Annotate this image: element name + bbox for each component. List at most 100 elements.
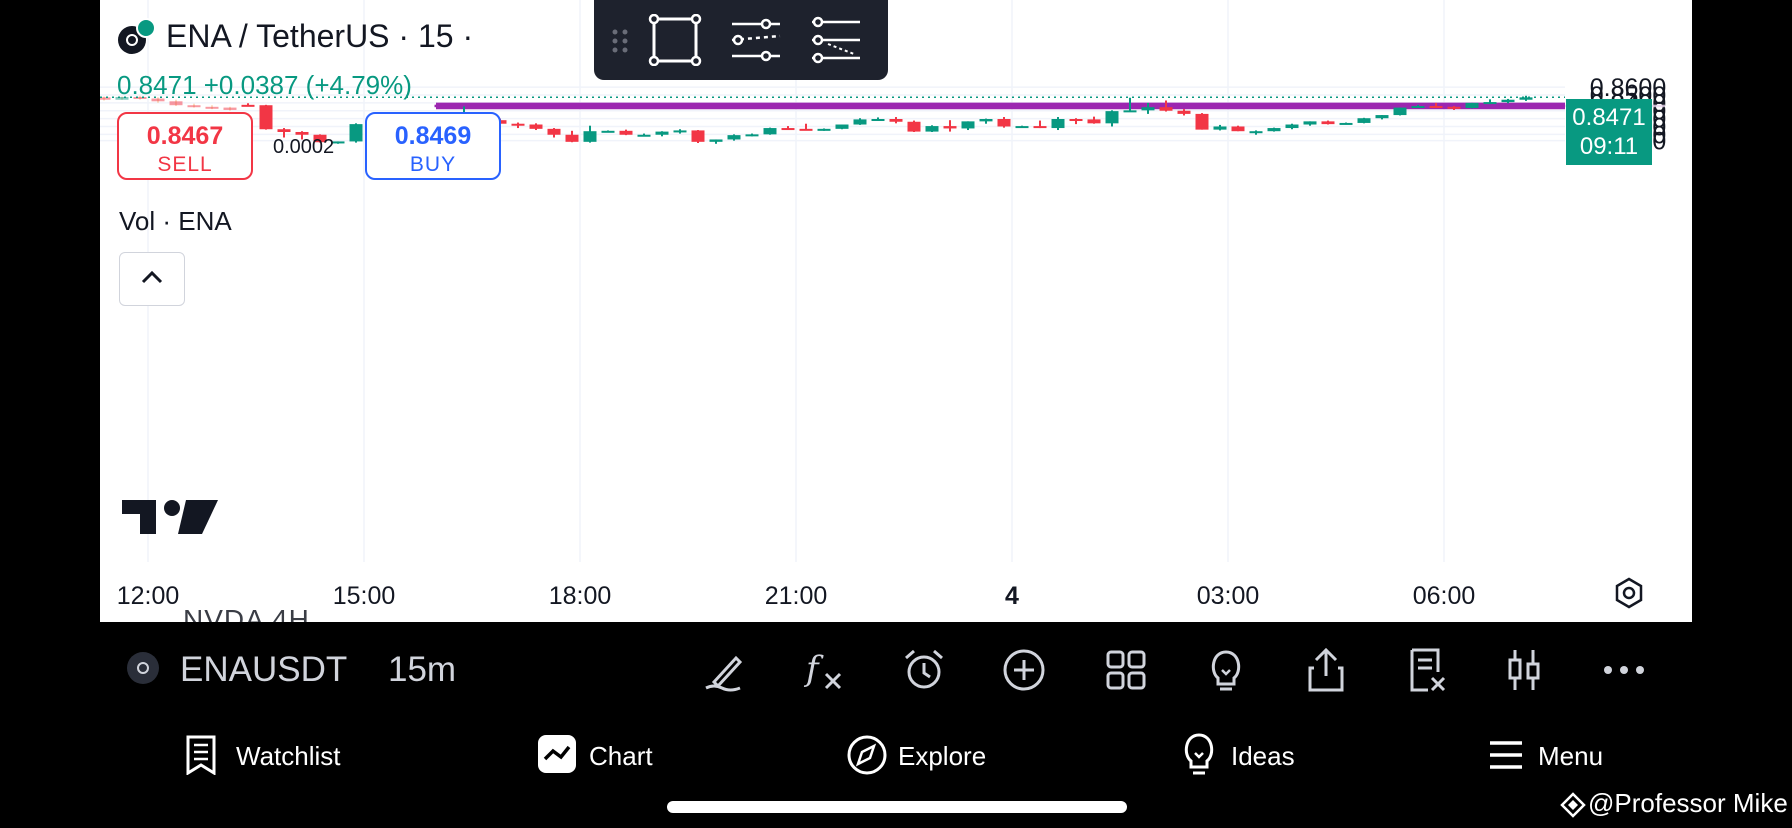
candle-body (853, 119, 867, 125)
candle-body (1447, 106, 1461, 109)
candle-body (1375, 115, 1389, 119)
x-axis-tick-label: 18:00 (549, 582, 612, 610)
add-icon[interactable] (1000, 646, 1048, 694)
candle-body (691, 130, 705, 142)
symbol-logo-icon (127, 652, 159, 684)
price-chart[interactable]: 12:00 15:00 18:00 21:00 4 03:00 06:000.86000.8… (100, 0, 1692, 622)
svg-text:f: f (803, 649, 824, 689)
candle-body (1501, 99, 1515, 103)
tab-menu-label: Menu (1538, 741, 1604, 771)
candle-body (1177, 110, 1191, 114)
candle-body (1465, 102, 1479, 108)
candle-body (1105, 111, 1119, 124)
candle-body (907, 121, 921, 132)
draw-icon[interactable] (700, 646, 748, 694)
tradingview-logo (122, 500, 218, 534)
interval-selector[interactable]: 15m (388, 650, 457, 689)
candle-body (1015, 126, 1029, 129)
candle-body (727, 135, 741, 140)
x-axis-tick-label: 15:00 (333, 582, 396, 610)
candle-body (1321, 121, 1335, 125)
symbol-selector[interactable]: ENAUSDT (180, 650, 348, 689)
x-axis-tick-label: 12:00 (117, 582, 180, 610)
candle-body (817, 128, 831, 131)
watermark: @Professor Mike (1560, 788, 1788, 819)
candle-body (169, 101, 183, 106)
sell-price: 0.8467 (146, 122, 224, 150)
settings-lines-tool-icon[interactable] (808, 14, 864, 66)
candle-body (655, 131, 669, 135)
chevron-up-icon (141, 270, 163, 284)
candle-body (925, 126, 939, 132)
lightbulb-icon (1184, 733, 1214, 775)
share-icon[interactable] (1302, 646, 1350, 694)
tab-watchlist-label: Watchlist (236, 741, 341, 771)
candle-body (709, 139, 723, 142)
layout-icon[interactable] (1102, 646, 1150, 694)
candle-body (943, 126, 957, 129)
candle-body (1195, 113, 1209, 130)
candle-body (187, 105, 201, 108)
binance-square-icon (1560, 792, 1586, 818)
candle-body (1393, 107, 1407, 116)
tab-chart-label: Chart (589, 741, 653, 771)
tab-ideas-label: Ideas (1231, 741, 1295, 771)
candle-body (529, 124, 543, 129)
notes-icon[interactable] (1402, 646, 1450, 694)
candle-body (1249, 131, 1263, 134)
x-axis-tick-label: 03:00 (1197, 582, 1260, 610)
alert-icon[interactable] (900, 646, 948, 694)
buy-label: BUY (409, 153, 457, 176)
candle-body (223, 107, 237, 110)
candle-body (835, 124, 849, 129)
candle-body (349, 124, 363, 142)
collapse-indicators-button[interactable] (119, 252, 185, 306)
candle-body (1339, 122, 1353, 125)
candle-body (313, 134, 327, 143)
ideas-icon[interactable] (1202, 646, 1250, 694)
candle-body (565, 134, 579, 142)
candle-body (205, 106, 219, 109)
candle-body (1483, 102, 1497, 105)
x-axis-tick-label: 06:00 (1413, 582, 1476, 610)
candle-body (889, 119, 903, 122)
home-indicator[interactable] (667, 801, 1127, 813)
last-price: 0.8471 (1572, 104, 1646, 131)
chart-settings-icon[interactable] (1612, 576, 1646, 610)
candle-body (1231, 126, 1245, 132)
bottom-toolbar: ENAUSDT 15m f (100, 622, 1692, 717)
candle-body (1141, 107, 1155, 111)
sell-button[interactable]: 0.8467 SELL (117, 112, 253, 180)
candle-body (1519, 97, 1533, 100)
indicators-icon[interactable]: f (800, 646, 848, 694)
candle-body (997, 119, 1011, 127)
candle-body (1051, 119, 1065, 129)
parallel-channel-tool-icon[interactable] (728, 14, 784, 66)
candle-body (277, 129, 291, 132)
chart-panel[interactable]: 12:00 15:00 18:00 21:00 4 03:00 06:00 0.8600 0.8… (100, 0, 1692, 622)
candle-body (1411, 106, 1425, 109)
spread-value: 0.0002 (273, 136, 335, 158)
candle-body (979, 119, 993, 122)
volume-indicator-label[interactable]: Vol · ENA (119, 206, 232, 236)
candle-body (763, 128, 777, 135)
candle-body (799, 128, 813, 131)
candle-body (1069, 119, 1083, 122)
candle-body (133, 96, 147, 99)
watermark-text: @Professor Mike (1588, 788, 1788, 818)
chart-type-icon[interactable] (1500, 646, 1548, 694)
sell-label: SELL (157, 153, 213, 176)
rectangle-tool-icon[interactable] (648, 14, 704, 66)
drag-handle-icon[interactable] (610, 28, 630, 54)
menu-icon (1490, 741, 1522, 769)
candle-body (1285, 124, 1299, 129)
candle-body (100, 97, 111, 100)
more-icon[interactable] (1600, 646, 1648, 694)
price-change: 0.8471 +0.0387 (+4.79%) (117, 70, 412, 100)
drawing-toolbar (594, 0, 888, 80)
x-axis-tick-label: 4 (1005, 582, 1019, 610)
candle-body (1357, 118, 1371, 123)
symbol-title[interactable]: ENA / TetherUS · 15 · (166, 18, 474, 54)
last-price-tag: 0.8471 09:11 (1566, 99, 1652, 165)
buy-button[interactable]: 0.8469 BUY (365, 112, 501, 180)
